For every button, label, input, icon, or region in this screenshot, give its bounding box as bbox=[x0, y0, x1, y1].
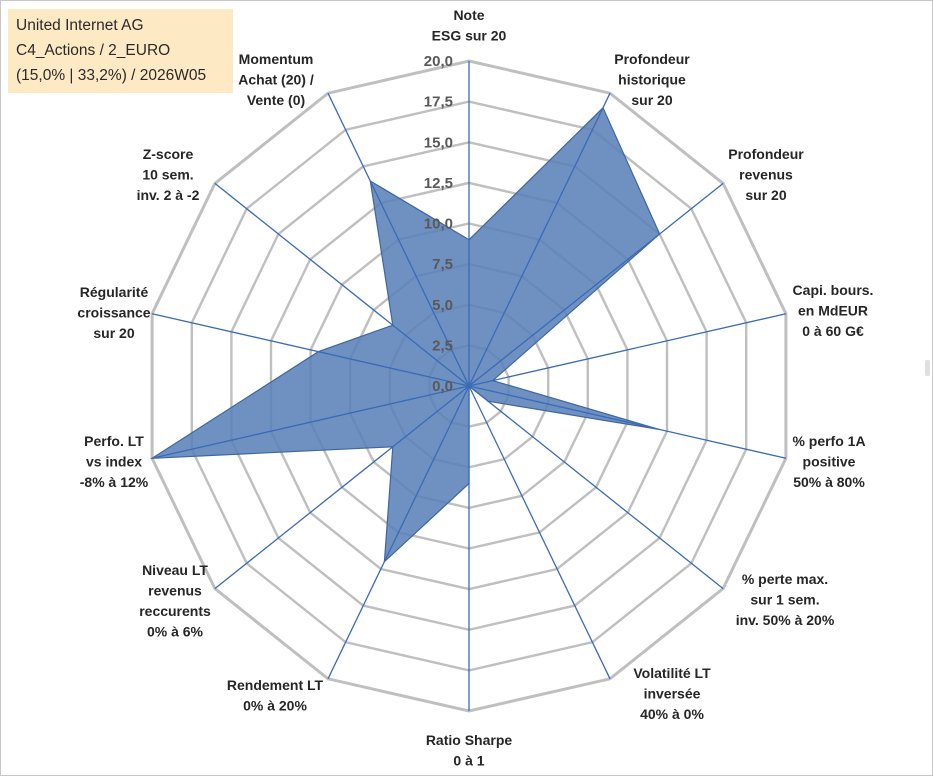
axis-label: % perte max. sur 1 sem. inv. 50% à 20% bbox=[736, 571, 835, 628]
axis-spoke bbox=[468, 92, 611, 387]
axis-label-line: historique bbox=[618, 72, 686, 88]
axis-label-line: Capi. bours. bbox=[793, 282, 874, 298]
axis-label-line: 0 à 1 bbox=[453, 753, 484, 769]
axis-spoke bbox=[468, 385, 724, 590]
axis-label-line: revenus bbox=[739, 167, 793, 183]
axis-label-line: reccurents bbox=[139, 603, 211, 619]
axis-label-line: inv. 2 à -2 bbox=[137, 187, 200, 203]
tick-label: 5,0 bbox=[432, 297, 453, 314]
axis-spoke bbox=[151, 313, 470, 387]
tick-label: 20,0 bbox=[424, 53, 453, 70]
axis-label: Niveau LT revenus reccurents 0% à 6% bbox=[139, 562, 211, 640]
axis-label-line: Perfo. LT bbox=[84, 433, 144, 449]
company-name: United Internet AG bbox=[16, 17, 144, 34]
data-series-area bbox=[149, 106, 661, 564]
axis-spoke bbox=[468, 182, 724, 387]
tick-layer: 0,0 2,5 5,0 7,5 10,0 12,5 15,0 17,5 20,0 bbox=[424, 53, 453, 395]
axis-spoke bbox=[468, 385, 611, 680]
axis-label-line: Z-score bbox=[143, 146, 194, 162]
axis-label: Régularité croissance sur 20 bbox=[77, 284, 150, 341]
axis-label-line: inversée bbox=[644, 686, 701, 702]
axis-label-line: Profondeur bbox=[614, 51, 690, 67]
axis-label-line: revenus bbox=[148, 583, 202, 599]
axis-label-line: sur 1 sem. bbox=[750, 592, 819, 608]
axis-label-line: ESG sur 20 bbox=[432, 28, 507, 44]
axis-spoke bbox=[214, 182, 470, 387]
axis-label: Z-score 10 sem. inv. 2 à -2 bbox=[137, 146, 200, 203]
info-box: United Internet AG C4_Actions / 2_EURO (… bbox=[8, 9, 233, 93]
axis-label: Rendement LT 0% à 20% bbox=[227, 677, 324, 714]
axis-spoke bbox=[327, 385, 470, 680]
axis-spoke bbox=[468, 313, 787, 387]
axis-spoke bbox=[468, 385, 787, 459]
tick-label: 2,5 bbox=[432, 337, 453, 354]
scrollbar-thumb[interactable] bbox=[925, 360, 930, 376]
axis-label: Ratio Sharpe 0 à 1 bbox=[426, 732, 513, 769]
data-layer bbox=[149, 106, 661, 564]
axis-label-line: Rendement LT bbox=[227, 677, 324, 693]
axis-label-line: Vente (0) bbox=[247, 92, 305, 108]
axis-label-line: Ratio Sharpe bbox=[426, 732, 513, 748]
axis-label: Perfo. LT vs index -8% à 12% bbox=[80, 433, 149, 490]
tick-label: 17,5 bbox=[424, 94, 453, 111]
period-label: (15,0% | 33,2%) / 2026W05 bbox=[16, 67, 207, 84]
axis-label: Note ESG sur 20 bbox=[432, 7, 507, 44]
axis-label-layer: Note ESG sur 20 Profondeur historique sur 20… bbox=[77, 7, 873, 769]
axis-label-line: sur 20 bbox=[93, 325, 134, 341]
axis-label-line: en MdEUR bbox=[798, 303, 868, 319]
axis-label-line: % perfo 1A bbox=[792, 433, 865, 449]
tick-label: 10,0 bbox=[424, 216, 453, 233]
axis-label-line: sur 20 bbox=[745, 187, 786, 203]
axis-label-line: 0% à 6% bbox=[147, 624, 204, 640]
axis-spoke bbox=[327, 92, 470, 387]
axis-spoke bbox=[151, 385, 470, 459]
axis-label: Profondeur historique sur 20 bbox=[614, 51, 690, 108]
axis-label-line: 50% à 80% bbox=[793, 474, 865, 490]
axis-label-line: 40% à 0% bbox=[640, 706, 704, 722]
axis-label: % perfo 1A positive 50% à 80% bbox=[792, 433, 865, 490]
axis-label-line: Niveau LT bbox=[142, 562, 208, 578]
axis-label-line: 0 à 60 G€ bbox=[802, 323, 864, 339]
axis-spoke bbox=[214, 385, 470, 590]
axis-label-line: positive bbox=[803, 454, 856, 470]
axis-label-line: Momentum bbox=[239, 51, 314, 67]
axis-label-line: % perte max. bbox=[742, 571, 828, 587]
tick-label: 12,5 bbox=[424, 175, 453, 192]
axis-label: Momentum Achat (20) / Vente (0) bbox=[238, 51, 314, 108]
axis-label-line: Achat (20) / bbox=[238, 72, 314, 88]
axis-label-line: Régularité bbox=[80, 284, 149, 300]
axis-label: Capi. bours. en MdEUR 0 à 60 G€ bbox=[793, 282, 874, 339]
category-label: C4_Actions / 2_EURO bbox=[16, 42, 171, 59]
axis-label-line: croissance bbox=[77, 305, 150, 321]
axis-label-line: 0% à 20% bbox=[243, 698, 307, 714]
axis-label-line: Volatilité LT bbox=[633, 665, 711, 681]
axis-label-line: 10 sem. bbox=[142, 167, 193, 183]
axis-label: Volatilité LT inversée 40% à 0% bbox=[633, 665, 711, 722]
axis-label-line: Note bbox=[453, 7, 484, 23]
axis-label-line: vs index bbox=[86, 454, 142, 470]
tick-label: 0,0 bbox=[432, 378, 453, 395]
tick-label: 7,5 bbox=[432, 256, 453, 273]
axis-label: Profondeur revenus sur 20 bbox=[728, 146, 804, 203]
spoke-layer bbox=[151, 61, 787, 711]
tick-label: 15,0 bbox=[424, 134, 453, 151]
axis-label-line: sur 20 bbox=[631, 92, 672, 108]
axis-label-line: inv. 50% à 20% bbox=[736, 612, 835, 628]
axis-label-line: Profondeur bbox=[728, 146, 804, 162]
axis-label-line: -8% à 12% bbox=[80, 474, 149, 490]
